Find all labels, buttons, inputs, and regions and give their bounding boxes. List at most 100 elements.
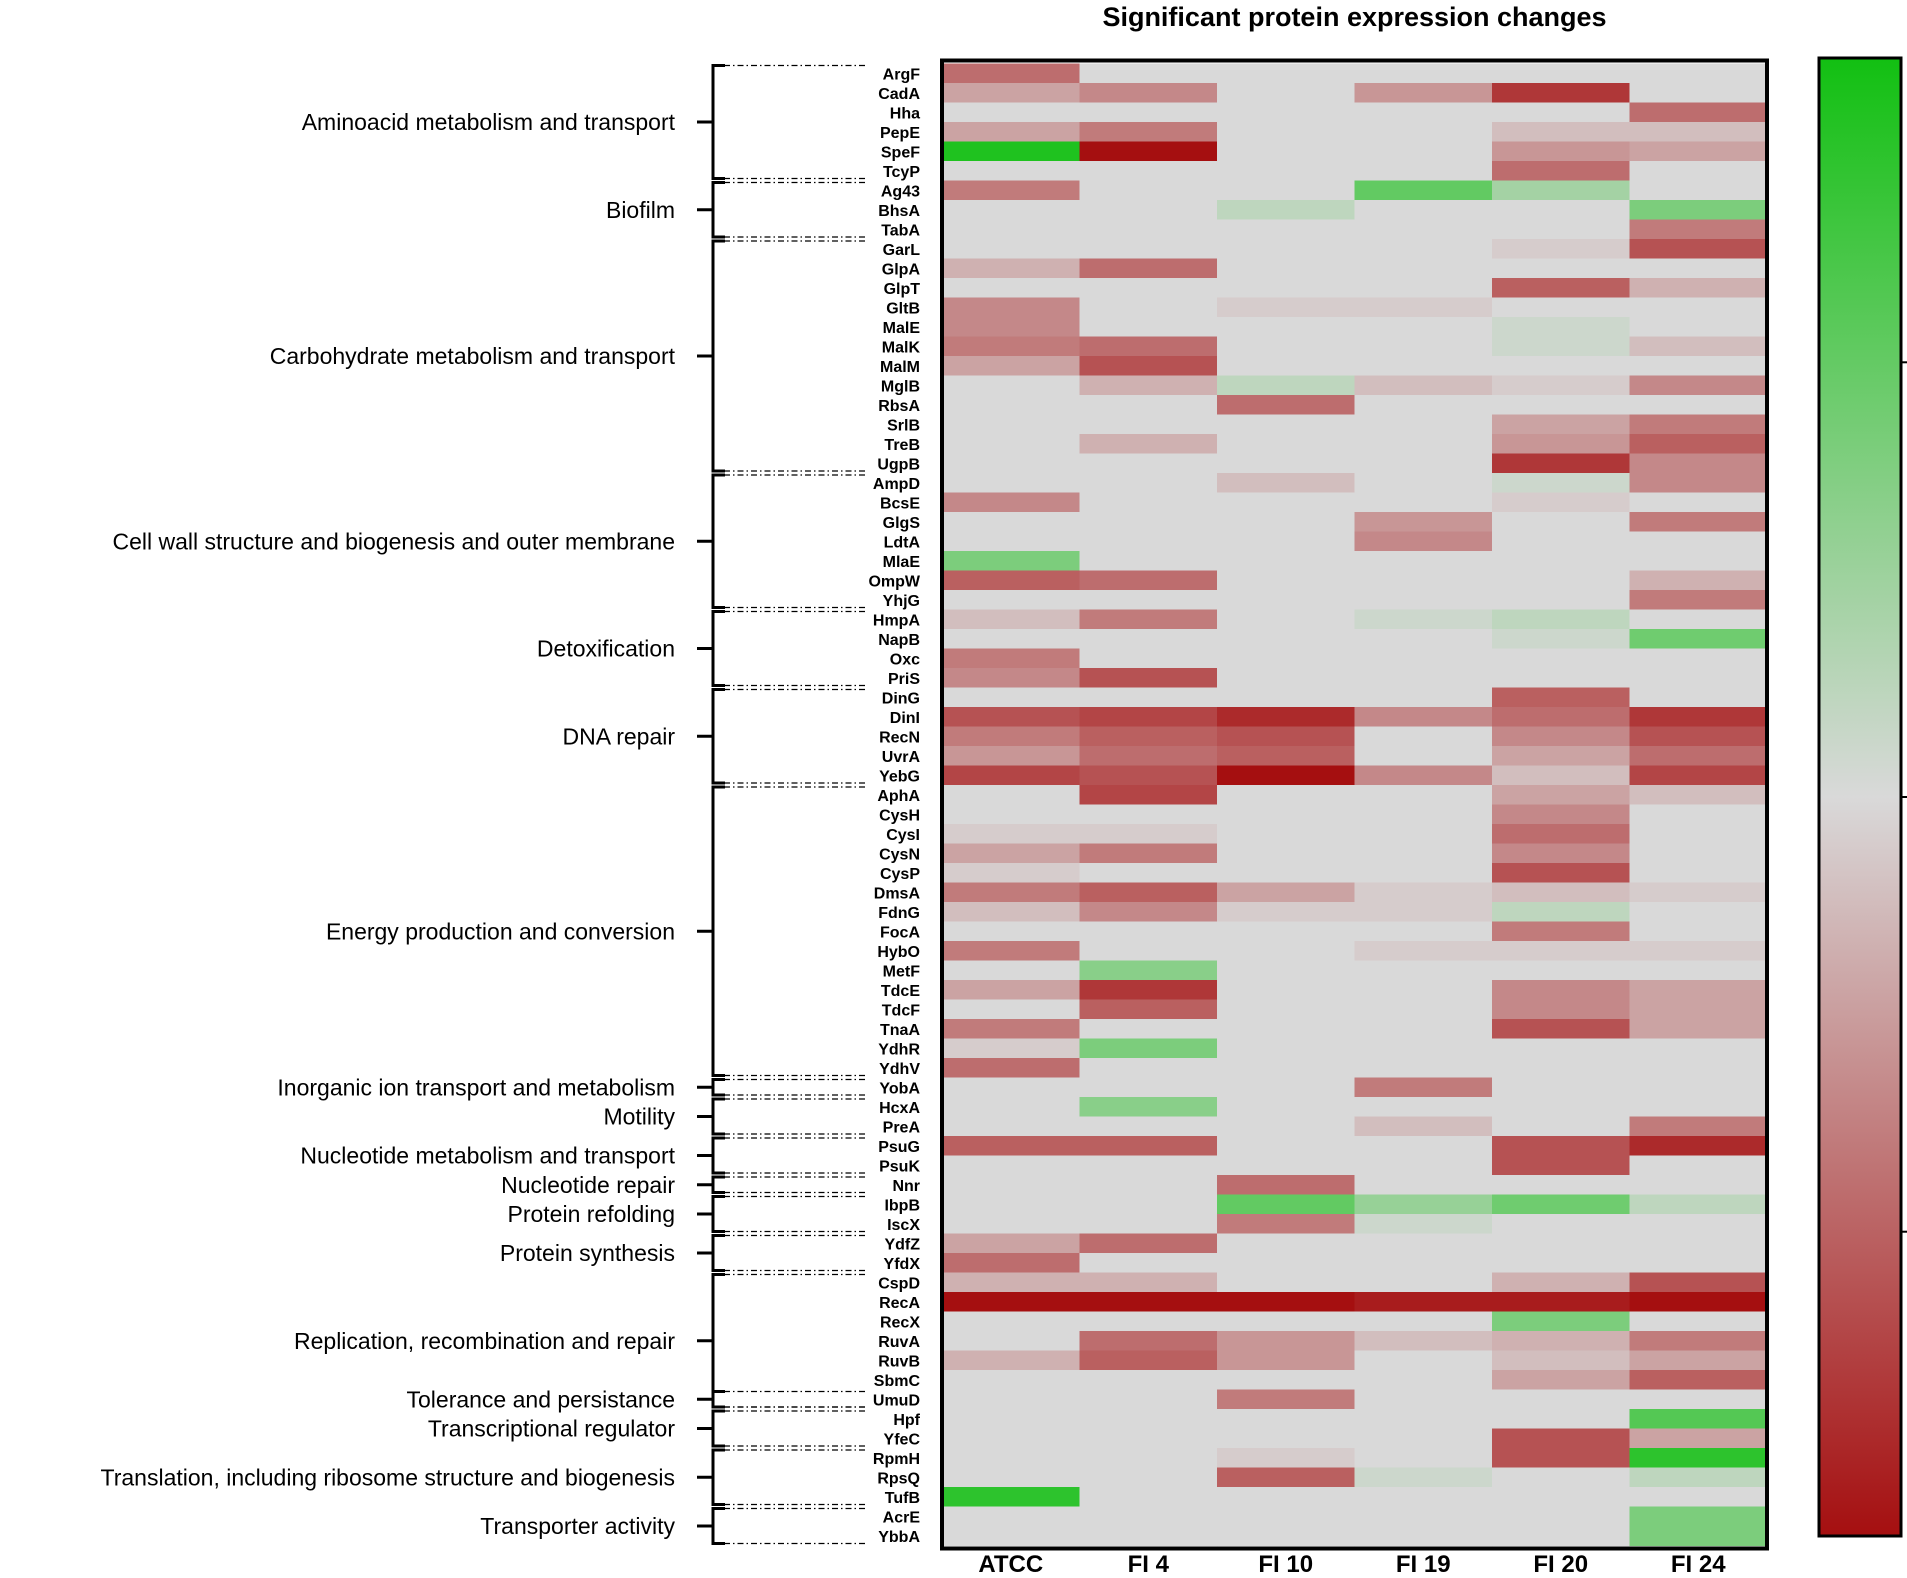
category-label: Tolerance and persistance <box>407 1386 676 1412</box>
protein-label: RecA <box>879 1295 920 1312</box>
heatmap-cell <box>942 765 1081 786</box>
bracket-leader <box>715 1273 865 1408</box>
heatmap-cell <box>1629 219 1768 240</box>
protein-label: PsuG <box>878 1139 920 1156</box>
heatmap-cell <box>1354 1175 1493 1196</box>
column-label: FI 20 <box>1533 1551 1588 1578</box>
heatmap-cell <box>942 239 1081 260</box>
heatmap-cell <box>1492 180 1631 201</box>
heatmap-cell <box>1492 609 1631 630</box>
protein-label: HmpA <box>873 612 921 629</box>
heatmap-cell <box>1079 1389 1218 1410</box>
heatmap-cell <box>1354 239 1493 260</box>
heatmap-cell <box>1492 1253 1631 1274</box>
heatmap-cell <box>1354 1311 1493 1332</box>
protein-label: ArgF <box>883 66 921 83</box>
category-bracket <box>697 1078 725 1097</box>
protein-label: RecN <box>879 729 920 746</box>
protein-label: TcyP <box>883 164 920 181</box>
protein-label: BhsA <box>878 203 920 220</box>
protein-label: AphA <box>877 788 920 805</box>
heatmap-cell <box>1217 492 1356 513</box>
heatmap-cell <box>1217 980 1356 1001</box>
heatmap-cell <box>1492 219 1631 240</box>
heatmap-cell <box>942 453 1081 474</box>
heatmap-cell <box>1492 512 1631 533</box>
heatmap-cell <box>1079 765 1218 786</box>
heatmap-cell <box>942 1311 1081 1332</box>
heatmap-cell <box>1079 512 1218 533</box>
heatmap-cell <box>1629 1370 1768 1391</box>
bracket-leader <box>715 1449 865 1506</box>
heatmap-cell <box>942 1175 1081 1196</box>
heatmap-cell <box>1217 1350 1356 1371</box>
heatmap-cell <box>1079 1155 1218 1176</box>
heatmap-cell <box>1354 1506 1493 1527</box>
heatmap-cell <box>1079 1467 1218 1488</box>
protein-label: FocA <box>880 924 920 941</box>
heatmap-cell <box>1354 843 1493 864</box>
heatmap-cell <box>1492 83 1631 104</box>
heatmap-cell <box>1492 1194 1631 1215</box>
heatmap-cell <box>1629 824 1768 845</box>
heatmap-cell <box>942 492 1081 513</box>
heatmap-cell <box>1492 902 1631 923</box>
heatmap-cell <box>1629 746 1768 767</box>
protein-label: AmpD <box>873 476 920 493</box>
heatmap-cell <box>1492 258 1631 279</box>
heatmap-cell <box>1629 1155 1768 1176</box>
heatmap-cell <box>1079 668 1218 689</box>
protein-label: NapB <box>878 632 920 649</box>
protein-label: YdfZ <box>884 1236 920 1253</box>
heatmap-cell <box>1354 141 1493 162</box>
heatmap-cell <box>1079 1311 1218 1332</box>
heatmap-cell <box>1492 882 1631 903</box>
heatmap-cell <box>1492 960 1631 981</box>
heatmap-cell <box>1492 63 1631 84</box>
heatmap-cell <box>1354 765 1493 786</box>
heatmap-cell <box>1492 590 1631 611</box>
heatmap-cell <box>1629 980 1768 1001</box>
heatmap-cell <box>1079 1175 1218 1196</box>
heatmap-cell <box>1354 609 1493 630</box>
heatmap-cell <box>1629 200 1768 221</box>
heatmap-cell <box>1079 648 1218 669</box>
heatmap-cell <box>1354 180 1493 201</box>
heatmap-cell <box>1492 1038 1631 1059</box>
heatmap-border <box>940 58 1769 1551</box>
heatmap-cell <box>1354 1350 1493 1371</box>
heatmap-cell <box>1079 1116 1218 1137</box>
heatmap-cell <box>1354 1487 1493 1508</box>
heatmap-cell <box>1492 1467 1631 1488</box>
heatmap-cell <box>1629 395 1768 416</box>
category-label: Nucleotide repair <box>501 1172 675 1198</box>
heatmap-cell <box>1492 746 1631 767</box>
heatmap-cell <box>1354 161 1493 182</box>
category-label: DNA repair <box>563 723 676 749</box>
heatmap-cell <box>1079 1077 1218 1098</box>
heatmap-cell <box>1629 336 1768 357</box>
heatmap-cell <box>1354 999 1493 1020</box>
heatmap-cell <box>942 317 1081 338</box>
heatmap-cell <box>942 200 1081 221</box>
heatmap-cell <box>1492 1097 1631 1118</box>
heatmap-cell <box>1217 999 1356 1020</box>
heatmap-cell <box>942 1214 1081 1235</box>
heatmap-cell <box>1492 1331 1631 1352</box>
heatmap-cell <box>1079 1370 1218 1391</box>
heatmap-cell <box>1354 297 1493 318</box>
heatmap-cell <box>1217 297 1356 318</box>
protein-label: CysH <box>879 807 920 824</box>
heatmap-cell <box>1354 551 1493 572</box>
heatmap-cell <box>1354 590 1493 611</box>
colorbar: 50-5 <box>1817 56 1907 1538</box>
heatmap-cell <box>1354 122 1493 143</box>
heatmap-cell <box>1217 1116 1356 1137</box>
heatmap-cell <box>1629 1526 1768 1547</box>
heatmap-cell <box>942 336 1081 357</box>
heatmap-cell <box>1079 570 1218 591</box>
protein-label: PriS <box>888 671 920 688</box>
protein-label: CadA <box>878 86 920 103</box>
bracket-leader <box>715 786 865 1077</box>
protein-label: UgpB <box>877 456 920 473</box>
